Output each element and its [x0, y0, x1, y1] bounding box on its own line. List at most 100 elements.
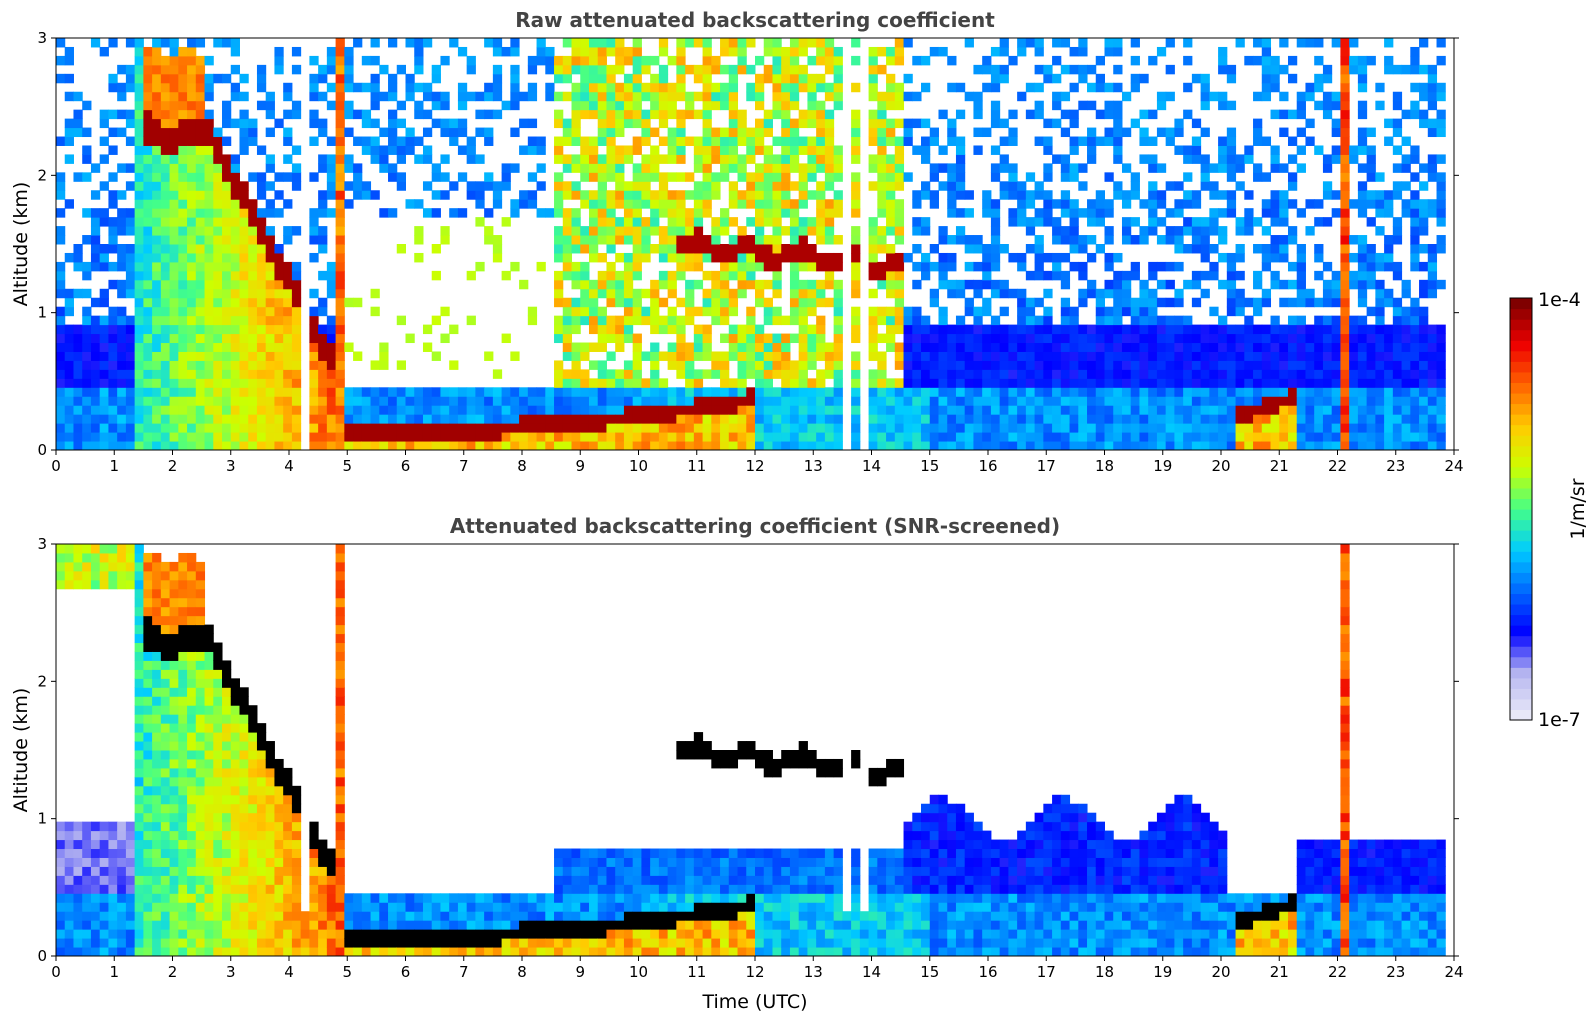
heatmap-cell — [56, 848, 66, 858]
heatmap-cell — [781, 64, 791, 75]
heatmap-cell — [702, 270, 712, 281]
heatmap-cell — [239, 306, 249, 317]
heatmap-cell — [824, 279, 835, 290]
heatmap-cell — [222, 118, 232, 129]
x-tick-label: 5 — [342, 457, 352, 475]
heatmap-cell — [1419, 82, 1429, 93]
heatmap-cell — [405, 38, 415, 48]
heatmap-cell — [1008, 414, 1018, 424]
heatmap-cell — [1087, 387, 1097, 397]
heatmap-cell — [755, 252, 765, 263]
heatmap-cell — [702, 351, 712, 361]
heatmap-cell — [929, 324, 939, 335]
heatmap-cell — [615, 64, 625, 75]
heatmap-cell — [929, 432, 939, 442]
heatmap-cell — [676, 235, 686, 245]
heatmap-cell — [187, 378, 197, 388]
heatmap-cell — [1322, 396, 1333, 406]
heatmap-cell — [1095, 369, 1105, 379]
heatmap-cell — [125, 351, 136, 361]
heatmap-cell — [597, 306, 607, 317]
heatmap-cell — [318, 91, 328, 102]
heatmap-cell — [755, 217, 765, 227]
heatmap-cell — [702, 64, 712, 75]
heatmap-cell — [64, 360, 74, 370]
heatmap-cell — [562, 136, 573, 146]
heatmap-cell — [1296, 163, 1306, 173]
heatmap-cell — [606, 136, 616, 146]
heatmap-cell — [492, 91, 503, 102]
heatmap-cell — [824, 432, 835, 442]
heatmap-cell — [789, 414, 800, 424]
heatmap-cell — [824, 405, 835, 415]
heatmap-cell — [519, 91, 529, 102]
heatmap-cell — [527, 145, 538, 155]
heatmap-cell — [921, 118, 931, 129]
heatmap-cell — [256, 423, 267, 433]
heatmap-cell — [851, 261, 861, 272]
heatmap-cell — [1069, 441, 1079, 450]
heatmap-cell — [1191, 199, 1202, 209]
heatmap-cell — [1384, 342, 1394, 352]
heatmap-cell — [1392, 423, 1403, 433]
heatmap-cell — [370, 190, 380, 200]
heatmap-cell — [720, 64, 730, 75]
heatmap-cell — [449, 405, 459, 415]
heatmap-cell — [134, 145, 144, 155]
heatmap-cell — [947, 163, 957, 173]
heatmap-cell — [763, 181, 773, 191]
heatmap-cell — [335, 208, 345, 218]
heatmap-cell — [728, 441, 739, 450]
heatmap-cell — [492, 244, 503, 254]
heatmap-cell — [1052, 387, 1062, 397]
heatmap-cell — [623, 441, 634, 450]
heatmap-cell — [475, 387, 485, 397]
heatmap-cell — [169, 342, 179, 352]
heatmap-cell — [702, 55, 712, 66]
heatmap-cell — [755, 118, 765, 129]
heatmap-cell — [982, 270, 992, 281]
heatmap-cell — [1261, 432, 1272, 442]
x-tick-label: 22 — [1328, 457, 1347, 475]
heatmap-cell — [580, 64, 590, 75]
heatmap-cell — [580, 441, 590, 450]
heatmap-cell — [868, 405, 878, 415]
heatmap-cell — [169, 351, 179, 361]
heatmap-cell — [169, 244, 179, 254]
heatmap-cell — [510, 208, 520, 218]
heatmap-cell — [256, 351, 267, 361]
heatmap-cell — [955, 423, 966, 433]
heatmap-cell — [1052, 441, 1062, 450]
heatmap-cell — [947, 378, 957, 388]
heatmap-cell — [711, 82, 721, 93]
heatmap-cell — [457, 441, 468, 450]
heatmap-cell — [82, 432, 92, 442]
heatmap-cell — [1401, 396, 1411, 406]
heatmap-cell — [1419, 208, 1429, 218]
heatmap-cell — [335, 82, 345, 93]
heatmap-cell — [1314, 441, 1324, 450]
heatmap-cell — [650, 91, 660, 102]
heatmap-cell — [1183, 172, 1193, 182]
heatmap-cell — [1331, 100, 1341, 111]
heatmap-cell — [964, 333, 974, 344]
heatmap-cell — [152, 423, 162, 433]
heatmap-cell — [1218, 100, 1228, 111]
heatmap-cell — [789, 118, 800, 129]
heatmap-cell — [187, 64, 197, 75]
heatmap-cell — [955, 369, 966, 379]
heatmap-cell — [1104, 82, 1114, 93]
heatmap-cell — [388, 136, 398, 146]
heatmap-cell — [152, 306, 162, 317]
heatmap-cell — [361, 432, 372, 442]
heatmap-cell — [73, 369, 83, 379]
heatmap-cell — [580, 190, 590, 200]
heatmap-cell — [615, 109, 625, 120]
heatmap-cell — [789, 297, 800, 308]
heatmap-cell — [291, 297, 302, 308]
heatmap-cell — [1121, 396, 1132, 406]
heatmap-cell — [501, 396, 511, 406]
heatmap-cell — [99, 154, 109, 164]
heatmap-cell — [265, 163, 275, 173]
heatmap-cell — [912, 279, 922, 290]
